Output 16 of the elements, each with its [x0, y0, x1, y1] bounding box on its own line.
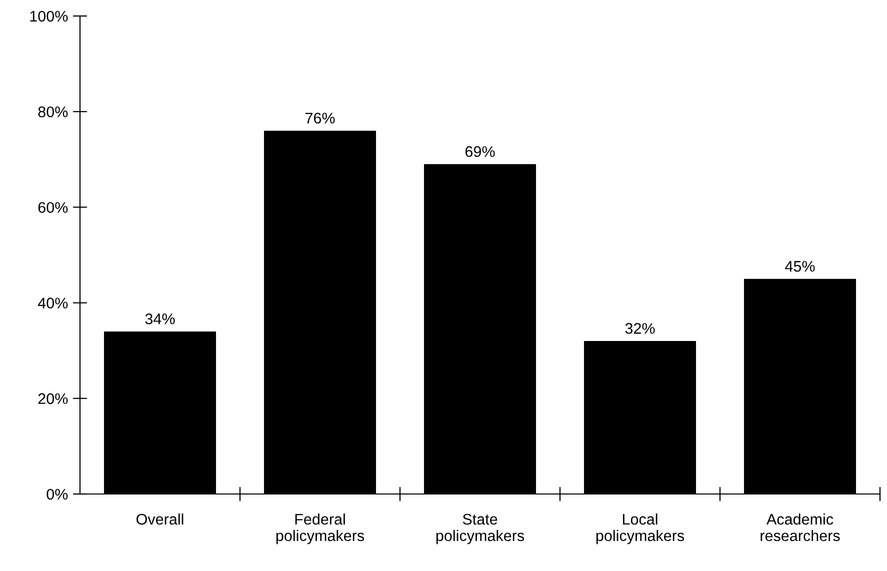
- data-label: 69%: [465, 146, 495, 157]
- data-label: 34%: [145, 313, 175, 324]
- y-tick-label: 20%: [38, 393, 68, 404]
- data-label: 32%: [625, 323, 655, 334]
- x-tick-label: Federal policymakers: [276, 513, 364, 544]
- y-tick-label: 80%: [38, 106, 68, 118]
- y-tick-label: 100%: [30, 10, 68, 22]
- y-tick-label: 40%: [38, 298, 68, 308]
- data-label: 76%: [305, 112, 335, 124]
- y-tick-label: 0%: [46, 488, 68, 500]
- data-label: 45%: [785, 260, 815, 272]
- x-tick-label: Academic researchers: [760, 513, 840, 542]
- y-tick-label: 60%: [38, 202, 68, 213]
- x-tick-label: State policymakers: [436, 514, 524, 544]
- x-tick-label: Local policymakers: [596, 513, 684, 544]
- x-tick-label: Overall: [136, 513, 184, 525]
